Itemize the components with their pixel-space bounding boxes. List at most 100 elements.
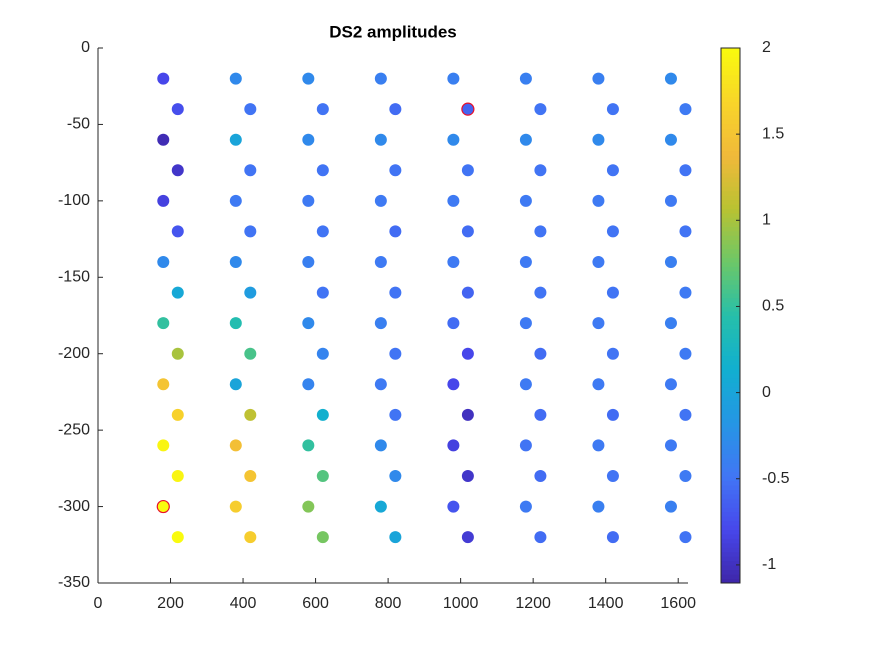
- colorbar-tick-label: 1.5: [762, 125, 784, 142]
- scatter-point: [534, 470, 547, 482]
- colorbar-segment: [721, 146, 740, 152]
- scatter-point: [244, 347, 257, 360]
- colorbar-segment: [721, 538, 740, 544]
- x-tick-label: 1600: [660, 595, 696, 612]
- scatter-point: [171, 470, 184, 482]
- colorbar-segment: [721, 386, 740, 392]
- colorbar-tick-label: -0.5: [762, 470, 790, 487]
- scatter-point: [157, 317, 170, 330]
- colorbar-segment: [721, 208, 740, 214]
- scatter-point: [171, 164, 184, 177]
- scatter-point: [664, 317, 677, 330]
- scatter-point: [679, 225, 692, 238]
- scatter-point: [389, 470, 402, 482]
- colorbar-segment: [721, 181, 740, 187]
- scatter-point: [389, 531, 402, 544]
- scatter-point: [606, 225, 619, 238]
- colorbar-segment: [721, 270, 740, 276]
- scatter-point: [244, 408, 257, 421]
- colorbar-segment: [721, 65, 740, 71]
- scatter-point: [389, 408, 402, 421]
- scatter-point: [171, 286, 184, 299]
- x-tick-label: 800: [375, 595, 402, 612]
- colorbar-segment: [721, 319, 740, 325]
- scatter-point: [389, 103, 402, 116]
- colorbar-segment: [721, 476, 740, 481]
- colorbar-segment: [721, 525, 740, 530]
- colorbar-segment: [721, 217, 740, 223]
- colorbar-segment: [721, 119, 740, 125]
- scatter-point: [461, 531, 474, 544]
- scatter-point: [374, 194, 387, 207]
- colorbar-segment: [721, 382, 740, 388]
- scatter-point: [447, 72, 460, 85]
- scatter-point: [316, 103, 329, 116]
- colorbar-segment: [721, 253, 740, 259]
- colorbar-segment: [721, 502, 740, 508]
- colorbar-segment: [721, 159, 740, 165]
- scatter-point: [316, 286, 329, 299]
- scatter-point: [592, 317, 605, 330]
- scatter-point: [244, 103, 257, 116]
- colorbar-segment: [721, 493, 740, 499]
- scatter-point: [461, 286, 474, 299]
- colorbar-segment: [721, 61, 740, 67]
- scatter-point: [592, 256, 605, 268]
- colorbar-segment: [721, 306, 740, 312]
- scatter-point: [316, 470, 329, 482]
- colorbar-segment: [721, 177, 740, 183]
- colorbar-segment: [721, 413, 740, 419]
- scatter-point: [244, 286, 257, 299]
- y-tick-label: -350: [58, 574, 90, 591]
- scatter-point: [664, 72, 677, 85]
- scatter-point: [374, 317, 387, 330]
- scatter-point: [519, 500, 532, 513]
- colorbar-segment: [721, 364, 740, 370]
- colorbar-segment: [721, 155, 740, 160]
- scatter-point: [229, 439, 242, 452]
- colorbar-segment: [721, 239, 740, 245]
- colorbar-segment: [721, 186, 740, 192]
- colorbar-segment: [721, 489, 740, 495]
- colorbar-segment: [721, 556, 740, 562]
- colorbar-segment: [721, 373, 740, 379]
- scatter-point: [171, 531, 184, 544]
- scatter-point: [592, 72, 605, 85]
- colorbar-segment: [721, 92, 740, 98]
- scatter-point: [171, 225, 184, 238]
- colorbar-segment: [721, 551, 740, 557]
- colorbar-segment: [721, 431, 740, 437]
- colorbar-segment: [721, 74, 740, 80]
- scatter-point: [606, 347, 619, 360]
- scatter-point: [389, 225, 402, 238]
- colorbar-segment: [721, 369, 740, 374]
- scatter-point: [519, 133, 532, 146]
- scatter-point: [534, 225, 547, 238]
- scatter-point: [302, 317, 315, 330]
- scatter-point: [316, 531, 329, 544]
- colorbar-segment: [721, 484, 740, 490]
- scatter-point: [592, 378, 605, 391]
- scatter-point: [679, 531, 692, 544]
- colorbar-segment: [721, 212, 740, 218]
- scatter-point: [447, 256, 460, 268]
- scatter-point: [302, 194, 315, 207]
- x-tick-label: 1200: [515, 595, 551, 612]
- scatter-point: [592, 500, 605, 513]
- scatter-point: [229, 500, 242, 513]
- scatter-point: [302, 72, 315, 85]
- colorbar-segment: [721, 337, 740, 343]
- scatter-point: [519, 317, 532, 330]
- colorbar-segment: [721, 137, 740, 143]
- scatter-point: [447, 194, 460, 207]
- scatter-point: [519, 378, 532, 391]
- x-tick-label: 400: [230, 595, 257, 612]
- colorbar-segment: [721, 315, 740, 321]
- plot-area: [98, 48, 688, 583]
- colorbar-segment: [721, 128, 740, 134]
- colorbar-segment: [721, 498, 740, 504]
- scatter-point: [461, 347, 474, 360]
- colorbar-segment: [721, 404, 740, 410]
- scatter-point: [447, 378, 460, 391]
